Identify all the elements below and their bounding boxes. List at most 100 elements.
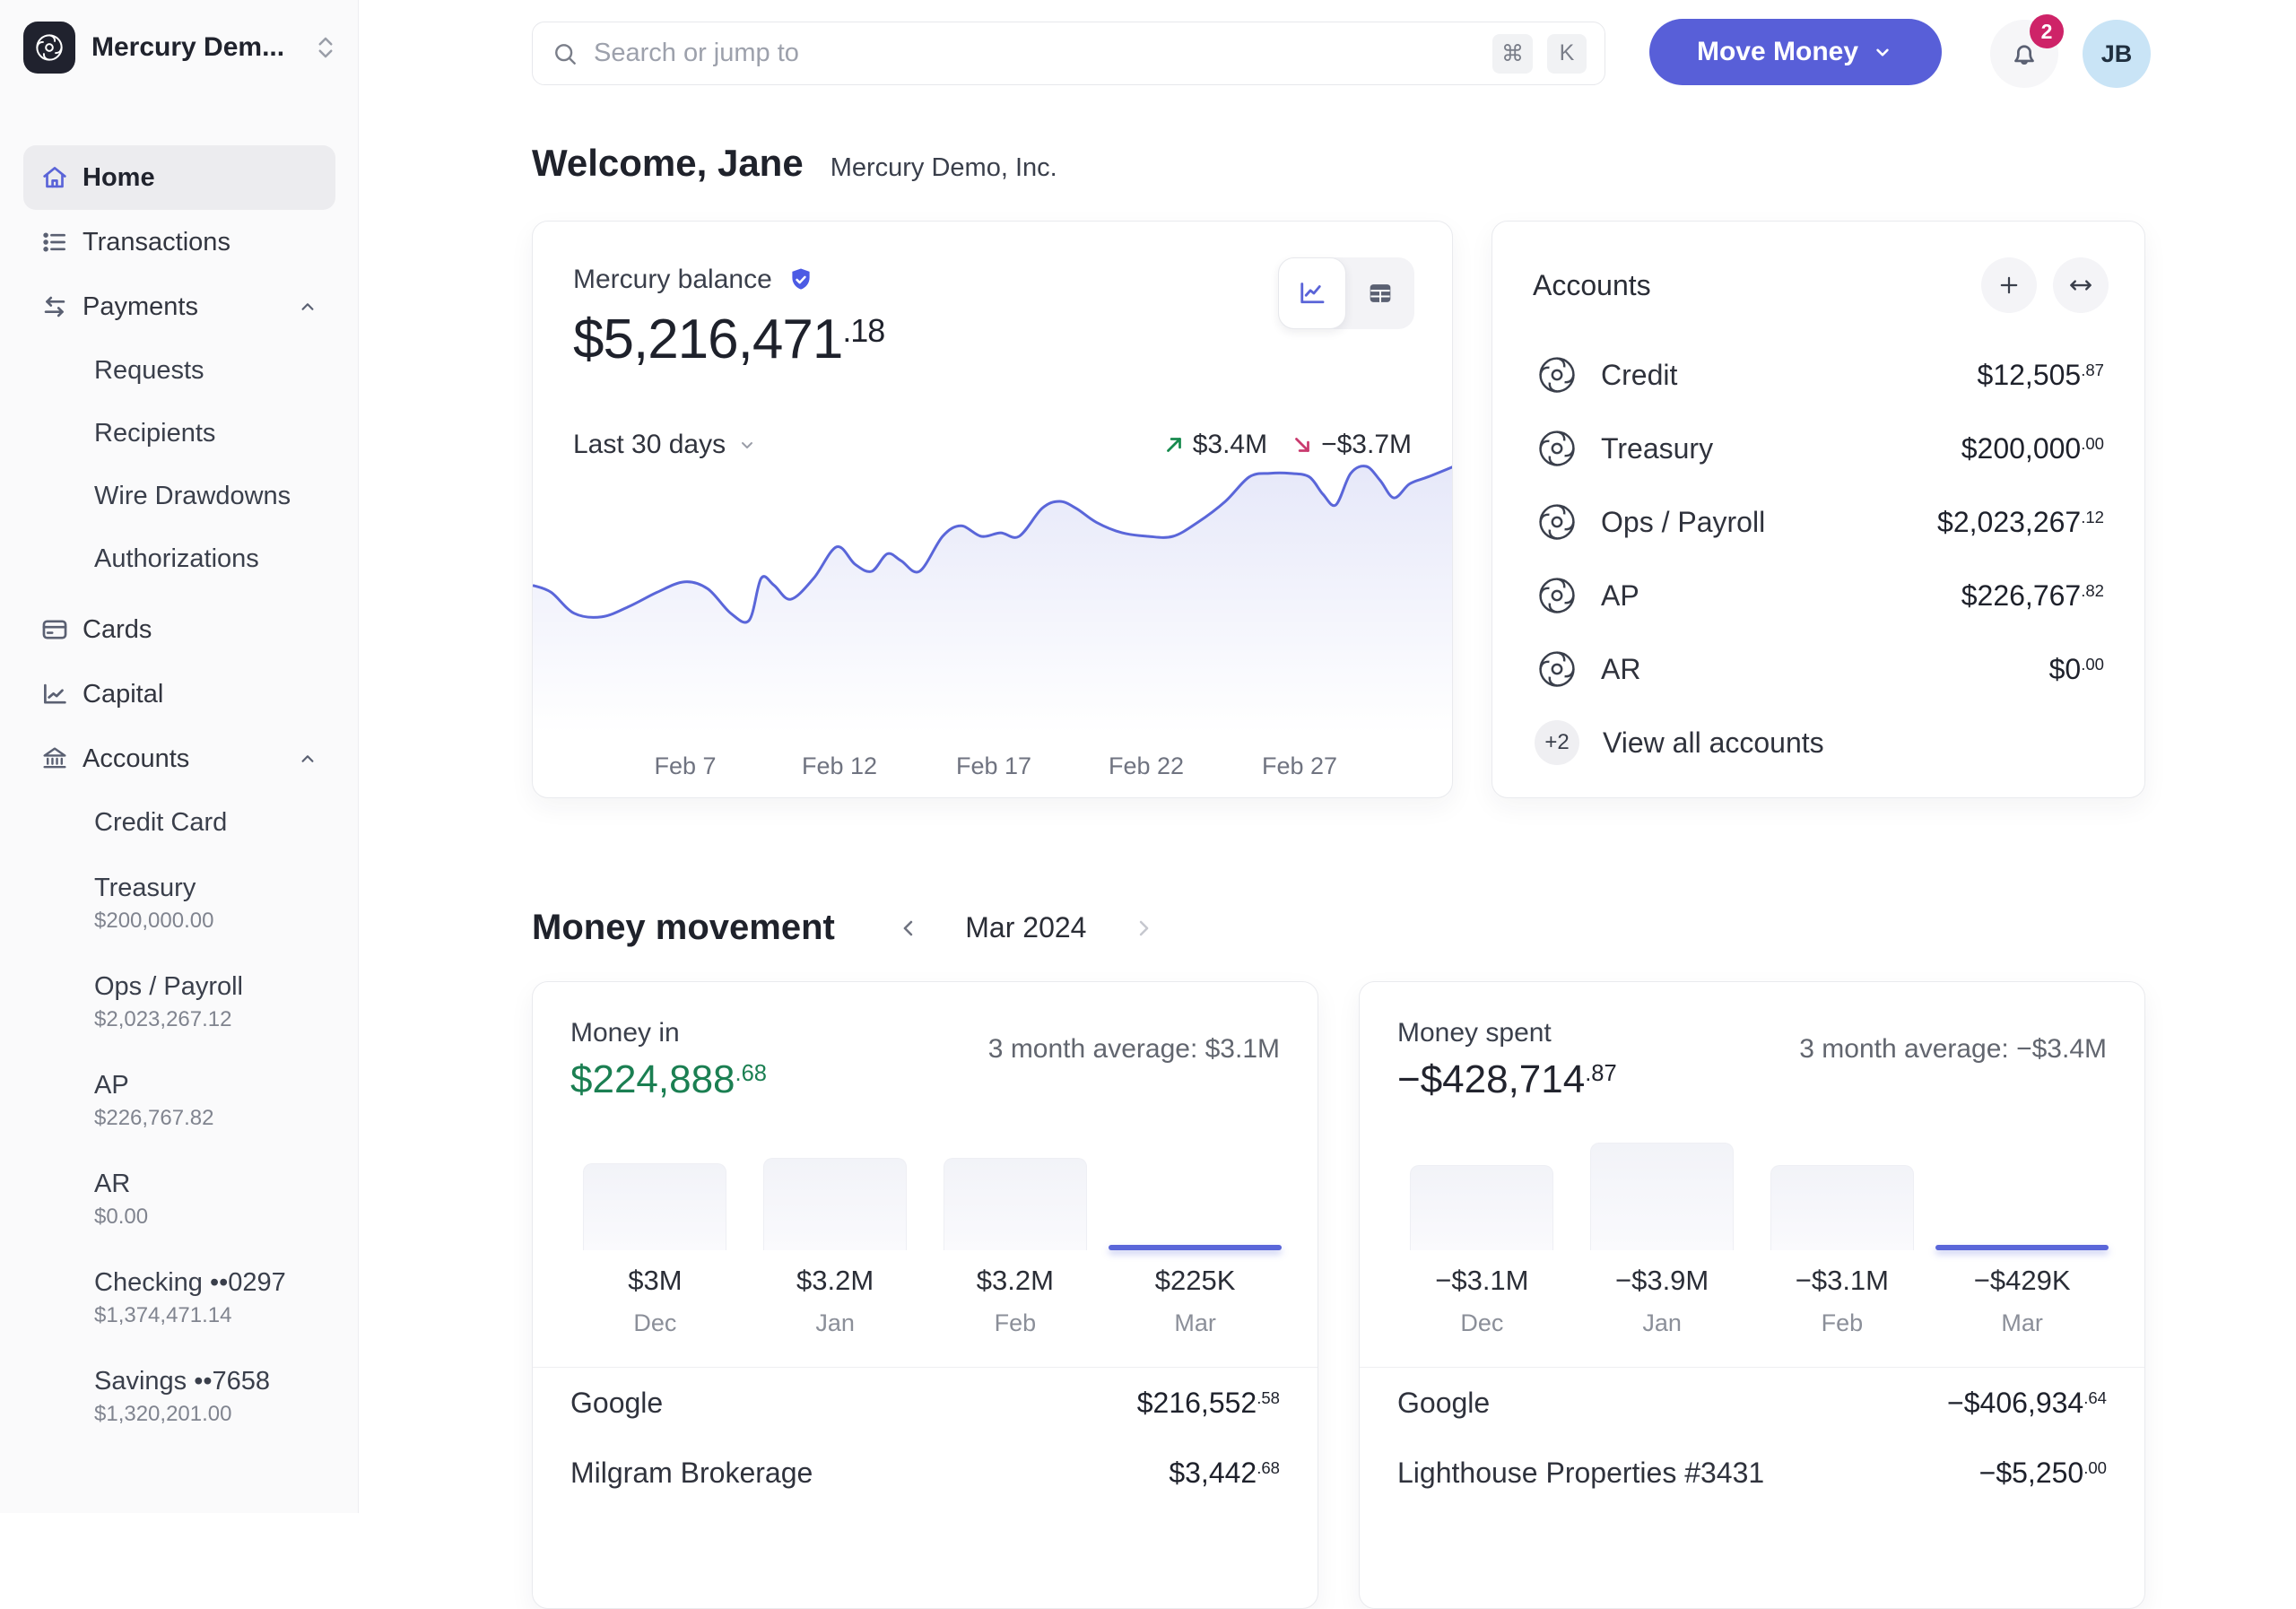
page-title: Welcome, Jane — [532, 142, 804, 184]
workspace-switcher[interactable]: Mercury Dem... — [23, 20, 337, 75]
view-all-accounts-link[interactable]: +2 View all accounts — [1533, 706, 2104, 779]
date-range-dropdown[interactable]: Last 30 days — [573, 430, 758, 460]
sidebar-item-label: Cards — [83, 614, 152, 644]
sidebar-item-ops-payroll[interactable]: Ops / Payroll $2,023,267.12 — [23, 952, 335, 1051]
search-icon — [555, 43, 576, 65]
sidebar-item-label: Payments — [83, 291, 198, 321]
notification-badge: 2 — [2030, 14, 2064, 48]
sidebar-nav: Home Transactions Payments Requests Reci… — [0, 145, 359, 1446]
notifications-button[interactable]: 2 — [1990, 14, 2064, 88]
workspace-switcher-icon — [318, 37, 333, 58]
account-row[interactable]: Credit $12,505.87 — [1533, 338, 2104, 412]
money-spent-amount: −$428,714.87 — [1397, 1057, 1617, 1101]
bar-feb — [943, 1158, 1087, 1250]
account-balance: $0.00 — [94, 1204, 149, 1229]
bar-dec — [1410, 1165, 1554, 1250]
balance-amount: $5,216,471.18 — [573, 309, 885, 370]
sidebar-item-capital[interactable]: Capital — [23, 662, 335, 726]
money-in-bar-chart — [565, 1140, 1285, 1250]
chevron-up-icon — [301, 303, 314, 310]
bar-mar — [1935, 1245, 2109, 1250]
table-view-button[interactable] — [1346, 257, 1414, 329]
workspace-name: Mercury Dem... — [91, 32, 285, 62]
mercury-balance-card: Mercury balance $5,216,471.18 Last 30 da… — [532, 221, 1453, 798]
previous-month-button[interactable] — [891, 910, 926, 946]
chevron-left-icon — [903, 920, 913, 935]
line-chart-icon — [1300, 283, 1325, 304]
search-bar[interactable]: ⌘ K — [532, 22, 1605, 85]
balance-line-chart — [533, 465, 1452, 781]
mercury-logo-icon — [23, 22, 75, 74]
vendor-row[interactable]: Google $216,552.58 — [570, 1386, 1280, 1419]
welcome-header: Welcome, Jane Mercury Demo, Inc. — [532, 142, 1057, 185]
account-balance: $226,767.82 — [94, 1105, 214, 1130]
account-emblem-icon — [1539, 504, 1575, 540]
next-month-button[interactable] — [1126, 910, 1161, 946]
account-row[interactable]: AR $0.00 — [1533, 632, 2104, 706]
avatar[interactable]: JB — [2083, 20, 2151, 88]
money-spent-average: 3 month average: −$3.4M — [1799, 1034, 2107, 1064]
bar-feb — [1770, 1165, 1914, 1250]
sidebar-item-ar[interactable]: AR $0.00 — [23, 1150, 335, 1248]
sidebar-item-label: Transactions — [83, 227, 230, 257]
bank-icon — [39, 744, 70, 774]
money-in-label: Money in — [570, 1018, 680, 1048]
account-row[interactable]: AP $226,767.82 — [1533, 559, 2104, 632]
plus-icon — [2000, 276, 2018, 294]
bar-jan — [1590, 1143, 1735, 1250]
account-balance: $200,000.00 — [94, 908, 214, 933]
sidebar-item-home[interactable]: Home — [23, 145, 335, 210]
money-spent-bar-chart — [1392, 1140, 2112, 1250]
bar-dec — [583, 1163, 727, 1250]
sidebar-item-credit-card[interactable]: Credit Card — [94, 807, 228, 837]
sidebar-item-accounts[interactable]: Accounts — [23, 726, 335, 791]
search-input[interactable] — [594, 39, 1478, 68]
selected-month: Mar 2024 — [965, 911, 1087, 944]
sidebar-item-treasury[interactable]: Treasury $200,000.00 — [23, 854, 335, 952]
more-accounts-badge: +2 — [1535, 720, 1579, 765]
accounts-card: Accounts Credit $12,505.87 Treasury $200… — [1492, 221, 2145, 798]
flow-summary: $3.4M −$3.7M — [1162, 430, 1412, 460]
sidebar-item-recipients[interactable]: Recipients — [94, 418, 216, 448]
money-movement-header: Money movement Mar 2024 — [532, 908, 1161, 948]
capital-icon — [39, 679, 70, 709]
add-account-button[interactable] — [1981, 257, 2037, 313]
line-view-button[interactable] — [1278, 257, 1346, 329]
sidebar-item-authorizations[interactable]: Authorizations — [94, 544, 259, 573]
accounts-card-title: Accounts — [1533, 268, 1651, 301]
chart-view-toggle — [1278, 257, 1414, 329]
transfer-button[interactable] — [2053, 257, 2109, 313]
money-spent-bar-labels: −$3.1M Dec −$3.9M Jan −$3.1M Feb −$429K Mar — [1435, 1265, 2071, 1336]
verified-shield-icon — [792, 268, 810, 290]
account-emblem-icon — [1539, 651, 1575, 687]
sidebar-item-savings[interactable]: Savings ••7658 $1,320,201.00 — [23, 1347, 335, 1446]
sidebar-item-label: Accounts — [83, 744, 190, 773]
chevron-down-icon — [742, 442, 753, 448]
sidebar-item-ap[interactable]: AP $226,767.82 — [23, 1051, 335, 1150]
bar-jan — [763, 1158, 908, 1250]
bar-mar — [1109, 1245, 1282, 1250]
account-row[interactable]: Treasury $200,000.00 — [1533, 412, 2104, 485]
sidebar-item-wire-drawdowns[interactable]: Wire Drawdowns — [94, 481, 291, 510]
section-title: Money movement — [532, 908, 835, 947]
vendor-row[interactable]: Lighthouse Properties #3431 −$5,250.00 — [1397, 1456, 2107, 1489]
sidebar-item-label: Capital — [83, 679, 164, 709]
money-in-card: Money in $224,888.68 3 month average: $3… — [532, 981, 1318, 1609]
account-row[interactable]: Ops / Payroll $2,023,267.12 — [1533, 485, 2104, 559]
sidebar-item-cards[interactable]: Cards — [23, 597, 335, 662]
chevron-up-icon — [301, 755, 314, 762]
vendor-row[interactable]: Milgram Brokerage $3,442.68 — [570, 1456, 1280, 1489]
sidebar-item-checking[interactable]: Checking ••0297 $1,374,471.14 — [23, 1248, 335, 1347]
sidebar-item-payments[interactable]: Payments — [23, 274, 335, 339]
account-emblem-icon — [1539, 431, 1575, 466]
account-balance: $1,374,471.14 — [94, 1302, 232, 1327]
sidebar-item-transactions[interactable]: Transactions — [23, 210, 335, 274]
vendor-row[interactable]: Google −$406,934.64 — [1397, 1386, 2107, 1419]
table-icon — [1370, 284, 1391, 302]
inflow-stat: $3.4M — [1162, 430, 1267, 460]
chevron-down-icon — [1876, 48, 1889, 57]
sidebar-item-requests[interactable]: Requests — [94, 355, 204, 385]
account-balance: $2,023,267.12 — [94, 1006, 232, 1031]
move-money-button[interactable]: Move Money — [1649, 19, 1942, 85]
payments-icon — [39, 291, 70, 322]
